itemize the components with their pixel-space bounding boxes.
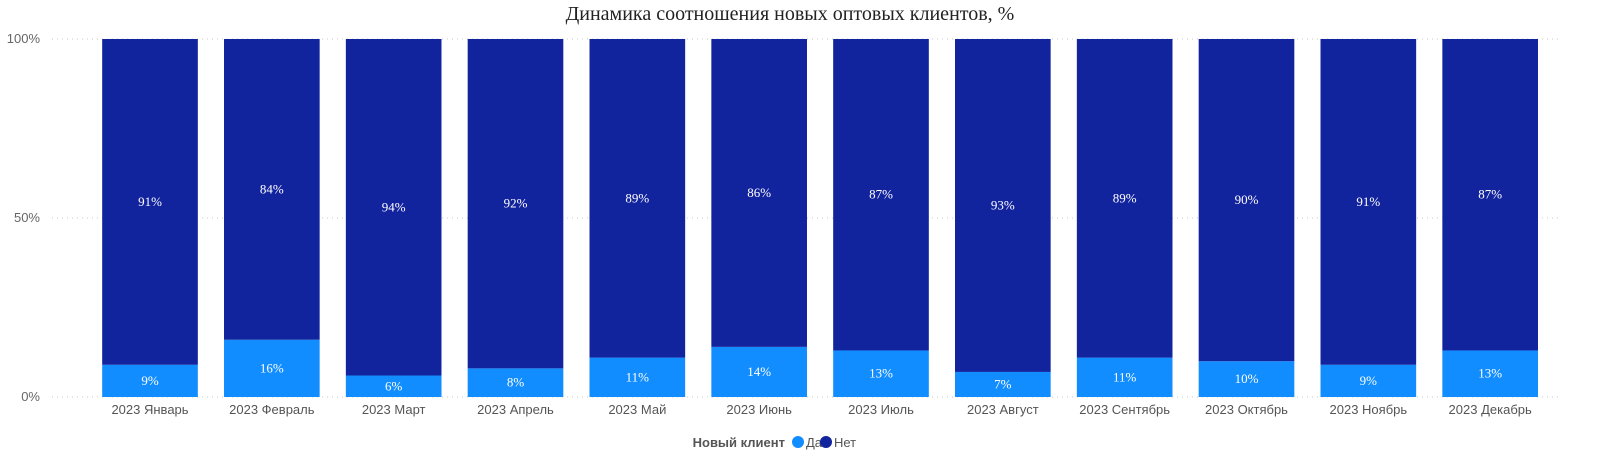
x-tick-label: 2023 Ноябрь bbox=[1330, 402, 1408, 417]
data-label: 87% bbox=[1478, 187, 1502, 202]
legend-marker bbox=[792, 436, 804, 448]
data-label: 93% bbox=[991, 197, 1015, 212]
x-tick-label: 2023 Июль bbox=[848, 402, 914, 417]
legend: Новый клиент Да Нет bbox=[693, 435, 857, 450]
x-tick-label: 2023 Сентябрь bbox=[1079, 402, 1170, 417]
y-tick-label: 100% bbox=[7, 31, 41, 46]
bar-segment-net bbox=[955, 39, 1051, 372]
data-label: 9% bbox=[141, 373, 159, 388]
data-label: 14% bbox=[747, 364, 771, 379]
bar-segment-da bbox=[102, 364, 198, 397]
x-tick-label: 2023 Апрель bbox=[477, 402, 554, 417]
bar-segment-da bbox=[345, 375, 442, 397]
x-tick-label: 2023 Август bbox=[967, 402, 1039, 417]
bars: 9% 91% 16% 84% 6% 94% 8% 92% 11% 89% 14% 86% 13% 87% 7… bbox=[102, 39, 1538, 397]
bar-segment-da bbox=[1076, 357, 1173, 397]
data-label: 8% bbox=[507, 375, 525, 390]
data-label: 11% bbox=[1113, 369, 1137, 384]
x-tick-label: 2023 Октябрь bbox=[1205, 402, 1288, 417]
x-tick-label: 2023 Декабрь bbox=[1449, 402, 1532, 417]
data-label: 13% bbox=[1478, 366, 1502, 381]
bar-segment-net bbox=[467, 39, 564, 369]
x-tick-label: 2023 Июнь bbox=[726, 402, 792, 417]
bar-segment-da bbox=[589, 357, 686, 397]
bar-segment-da bbox=[711, 346, 807, 397]
legend-marker bbox=[820, 436, 832, 448]
bar-segment-net bbox=[833, 39, 929, 351]
bar-segment-da bbox=[833, 350, 929, 397]
data-label: 87% bbox=[869, 187, 893, 202]
x-tick-label: 2023 Март bbox=[362, 402, 426, 417]
bar-segment-da bbox=[467, 368, 564, 397]
bar-segment-net bbox=[711, 39, 807, 347]
data-label: 94% bbox=[382, 199, 406, 214]
bar-segment-net bbox=[1320, 39, 1417, 365]
x-tick-label: 2023 Май bbox=[608, 402, 666, 417]
data-label: 86% bbox=[747, 185, 771, 200]
data-label: 90% bbox=[1235, 192, 1259, 207]
x-tick-label: 2023 Январь bbox=[111, 402, 188, 417]
data-label: 89% bbox=[625, 190, 649, 205]
bar-segment-da bbox=[1320, 364, 1417, 397]
x-tick-label: 2023 Февраль bbox=[229, 402, 315, 417]
chart-title: Динамика соотношения новых оптовых клиен… bbox=[566, 3, 1015, 25]
bar-segment-net bbox=[1442, 39, 1538, 351]
bar-segment-net bbox=[102, 39, 198, 365]
data-label: 92% bbox=[504, 196, 528, 211]
data-label: 6% bbox=[385, 378, 403, 393]
data-label: 10% bbox=[1235, 371, 1259, 386]
legend-title: Новый клиент bbox=[693, 435, 785, 450]
data-label: 7% bbox=[994, 376, 1012, 391]
data-label: 13% bbox=[869, 366, 893, 381]
data-label: 9% bbox=[1360, 373, 1378, 388]
bar-segment-da bbox=[1198, 361, 1295, 397]
data-label: 91% bbox=[138, 194, 162, 209]
legend-label: Нет bbox=[834, 435, 856, 450]
bar-segment-net bbox=[1198, 39, 1295, 362]
y-tick-label: 0% bbox=[21, 389, 40, 404]
bar-segment-net bbox=[224, 39, 320, 340]
y-tick-label: 50% bbox=[14, 210, 40, 225]
data-label: 84% bbox=[260, 181, 284, 196]
data-label: 89% bbox=[1113, 190, 1137, 205]
data-label: 16% bbox=[260, 360, 284, 375]
data-label: 91% bbox=[1356, 194, 1380, 209]
bar-segment-net bbox=[345, 39, 442, 376]
bar-segment-net bbox=[589, 39, 686, 358]
data-label: 11% bbox=[626, 369, 650, 384]
bar-segment-net bbox=[1076, 39, 1173, 358]
bar-segment-da bbox=[955, 371, 1051, 397]
bar-segment-da bbox=[1442, 350, 1538, 397]
x-axis: 2023 Январь 2023 Февраль 2023 Март 2023 Апр… bbox=[111, 402, 1532, 417]
legend-label: Да bbox=[806, 435, 823, 450]
bar-segment-da bbox=[224, 339, 320, 397]
y-axis: 0% 50% 100% bbox=[7, 31, 41, 404]
